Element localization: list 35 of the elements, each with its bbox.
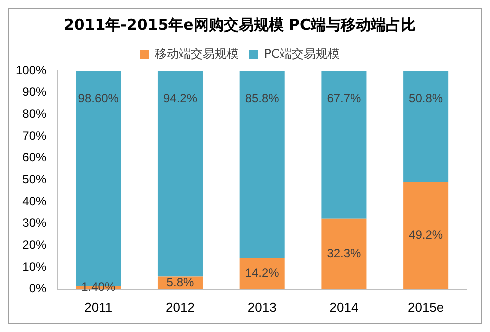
data-label: 85.8% bbox=[245, 91, 280, 106]
bar bbox=[240, 258, 285, 290]
y-tick-label: 20% bbox=[22, 238, 48, 252]
y-tick-label: 40% bbox=[22, 194, 48, 208]
bar bbox=[404, 71, 449, 182]
y-tick-label: 80% bbox=[22, 106, 48, 121]
y-tick-label: 60% bbox=[22, 150, 48, 165]
data-label: 94.2% bbox=[163, 91, 198, 106]
x-tick-label: 2015e bbox=[408, 300, 444, 315]
data-label: 50.8% bbox=[409, 91, 444, 106]
data-label: 49.2% bbox=[409, 228, 444, 242]
bar bbox=[322, 218, 367, 290]
data-label: 5.8% bbox=[166, 275, 194, 290]
bar bbox=[240, 71, 285, 258]
y-tick-label: 70% bbox=[22, 128, 48, 143]
legend-label: 移动端交易规模 bbox=[155, 47, 240, 62]
bar bbox=[404, 182, 449, 290]
y-tick-label: 30% bbox=[22, 216, 48, 230]
x-tick-label: 2013 bbox=[248, 300, 277, 315]
chart-title: 2011年-2015年e网购交易规模 PC端与移动端占比 bbox=[64, 16, 416, 34]
x-tick-label: 2014 bbox=[330, 300, 359, 315]
x-tick-label: 2011 bbox=[84, 300, 113, 315]
y-tick-label: 10% bbox=[22, 260, 48, 274]
data-label: 67.7% bbox=[327, 91, 362, 106]
y-tick-label: 90% bbox=[22, 85, 48, 100]
y-tick-label: 0% bbox=[29, 282, 48, 296]
y-tick-label: 50% bbox=[22, 172, 48, 187]
legend-label: PC端交易规模 bbox=[264, 47, 340, 62]
data-label: 32.3% bbox=[327, 246, 362, 260]
data-label: 98.60% bbox=[78, 91, 120, 106]
x-tick-label: 2012 bbox=[166, 300, 195, 315]
bar bbox=[322, 71, 367, 219]
y-tick-label: 100% bbox=[16, 63, 48, 78]
bar bbox=[158, 71, 203, 277]
data-label: 14.2% bbox=[245, 266, 280, 280]
